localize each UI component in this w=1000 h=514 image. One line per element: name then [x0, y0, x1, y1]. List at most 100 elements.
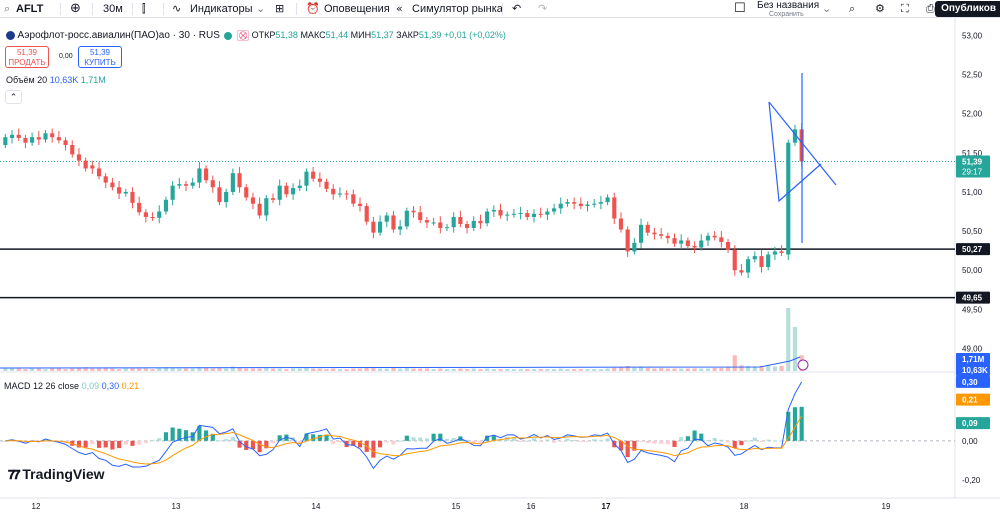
rewind-icon[interactable]: «: [396, 2, 403, 15]
candle-body: [197, 168, 202, 183]
flag-icon[interactable]: ⛒: [236, 30, 250, 41]
layout-name[interactable]: Без названия: [757, 0, 820, 11]
macd-histogram-bar: [598, 440, 603, 442]
macd-histogram-bar: [150, 440, 155, 442]
fullscreen-icon[interactable]: ⛶: [901, 2, 909, 15]
price-tick-label: 49,00: [962, 344, 983, 353]
lightning-icon: [797, 359, 809, 371]
candle-body: [324, 181, 329, 189]
undo-icon[interactable]: ↶: [512, 2, 522, 15]
candle-body: [110, 182, 115, 188]
candle-body: [732, 249, 737, 271]
redo-icon[interactable]: ↷: [538, 2, 548, 15]
layout-save-label[interactable]: Сохранить: [769, 11, 804, 18]
close-label: ЗАКР: [396, 30, 419, 40]
macd-label[interactable]: MACD 12 26 close: [4, 381, 80, 391]
macd-pane: [3, 381, 804, 470]
macd-histogram-bar: [311, 434, 316, 441]
chevron-down-icon[interactable]: ⌄: [822, 2, 832, 15]
high-value: 51,44: [325, 30, 349, 40]
macd-histogram-bar: [478, 440, 483, 443]
sell-button[interactable]: 51,39 ПРОДАТЬ: [5, 46, 49, 68]
volume-bar: [137, 368, 142, 371]
replay-button[interactable]: Симулятор рынка: [412, 3, 503, 15]
alerts-button[interactable]: Оповещения: [324, 3, 390, 15]
interval-button[interactable]: 30м: [103, 3, 123, 15]
camera-icon[interactable]: ⎙: [926, 2, 935, 15]
candle-body: [357, 203, 363, 207]
price-axis: 53,00 52,50 52,00 51,50 51,00 50,50 50,00 49,50…: [956, 31, 990, 485]
macd-tick-label: 0,00: [962, 437, 978, 446]
volume-bar: [505, 369, 510, 371]
volume-badge: [956, 353, 990, 365]
volume-bar: [612, 367, 617, 371]
candle-body: [250, 197, 256, 204]
candle-body: [30, 137, 35, 143]
macd-histogram-bar: [244, 440, 249, 450]
gear-icon[interactable]: ⚙: [875, 2, 885, 15]
candle-body: [150, 216, 155, 218]
macd-histogram-bar: [746, 440, 751, 442]
macd-line-value: 0,30: [101, 381, 120, 391]
indicators-button[interactable]: Индикаторы: [190, 3, 253, 15]
macd-histogram-bar: [204, 430, 209, 441]
volume-bar: [50, 368, 55, 371]
price-badge-label: 49,65: [962, 294, 983, 303]
symbol-search[interactable]: AFLT: [16, 3, 44, 15]
volume-bar: [237, 367, 242, 371]
volume-label[interactable]: Объём 20: [6, 75, 48, 85]
candle-body: [391, 215, 396, 230]
alert-clock-icon[interactable]: ⏰: [306, 2, 320, 15]
macd-histogram-bar: [578, 440, 583, 442]
macd-histogram-bar: [518, 440, 523, 442]
candle-body: [618, 218, 624, 230]
layout-checkbox-icon[interactable]: ☐: [734, 1, 746, 16]
macd-histogram-bar: [431, 433, 436, 441]
search-icon[interactable]: ⌕: [4, 2, 11, 15]
add-symbol-icon[interactable]: ⊕: [70, 1, 81, 16]
volume-bar: [357, 368, 363, 371]
chevron-down-icon[interactable]: ⌄: [256, 2, 266, 15]
collapse-legend-button[interactable]: ⌃: [5, 90, 22, 104]
candle-body: [210, 180, 215, 188]
macd-histogram-bar: [230, 437, 235, 441]
macd-histogram-bar: [103, 440, 108, 448]
price-tick-label: 49,50: [962, 305, 983, 314]
volume-bar: [551, 369, 557, 371]
volume-bar: [204, 367, 209, 371]
tradingview-logo[interactable]: 𝟕𝟕 TradingView: [8, 466, 105, 483]
macd-histogram-bar: [565, 438, 570, 441]
indicators-icon[interactable]: ∿: [172, 2, 182, 15]
volume-bar: [210, 368, 215, 371]
candle-body: [43, 133, 48, 140]
symbol-title[interactable]: Аэрофлот-росс.авиалин(ПАО)ао · 30 · RUS: [17, 30, 220, 41]
volume-bar: [598, 369, 603, 371]
candles-style-icon[interactable]: ⫿: [142, 2, 146, 15]
candle-body: [792, 129, 798, 143]
volume-bar: [444, 369, 450, 371]
macd-histogram-bar: [123, 440, 128, 445]
buy-button[interactable]: 51,39 КУПИТЬ: [78, 46, 122, 68]
macd-histogram-bar: [237, 440, 242, 448]
macd-legend: MACD 12 26 close 0,09 0,30 0,21: [4, 381, 139, 391]
macd-badge: [956, 417, 990, 430]
volume-bar: [230, 366, 235, 371]
candle-body: [424, 220, 429, 223]
chart-canvas[interactable]: 53,00 52,50 52,00 51,50 51,00 50,50 50,00 49,50…: [0, 18, 1000, 514]
volume-bar: [692, 368, 697, 371]
volume-bar: [30, 367, 35, 371]
price-tick-label: 52,00: [962, 110, 983, 119]
volume-bar: [652, 368, 657, 371]
macd-histogram-bar: [197, 425, 202, 441]
candle-body: [411, 210, 416, 213]
price-tick-label: 50,00: [962, 266, 983, 275]
layouts-grid-icon[interactable]: ⊞: [275, 2, 285, 15]
macd-histogram-bar: [632, 440, 637, 451]
signal-line: [5, 415, 803, 465]
macd-histogram-bar: [371, 440, 376, 458]
volume-bar: [371, 367, 376, 371]
publish-button[interactable]: Опубликов: [935, 1, 1000, 17]
close-value: 51,39: [418, 30, 442, 40]
quick-search-icon[interactable]: ⌕: [849, 2, 856, 15]
sell-price: 51,39: [16, 48, 38, 57]
